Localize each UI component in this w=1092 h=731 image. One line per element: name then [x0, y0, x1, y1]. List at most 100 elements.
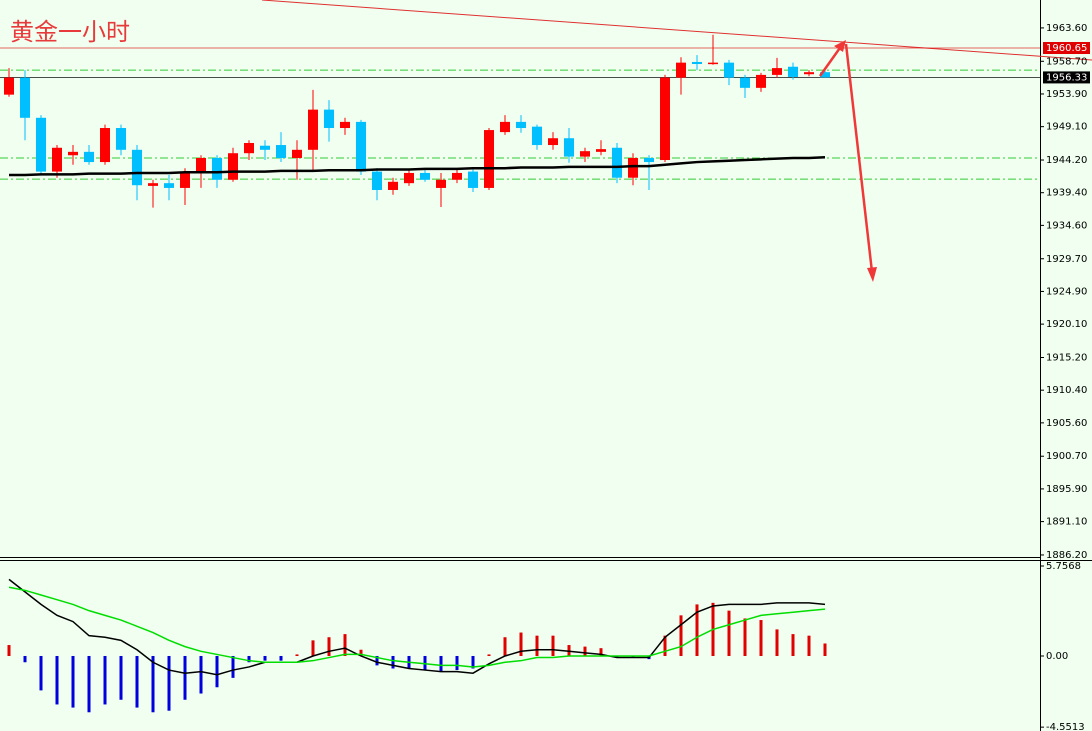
histogram-bar: [743, 618, 747, 656]
price-tag-label: 1960.65: [1046, 43, 1087, 54]
histogram-bar: [471, 655, 475, 669]
histogram-bar: [663, 635, 667, 656]
histogram-bar: [295, 654, 299, 656]
candle-body: [276, 145, 286, 158]
candle-body: [4, 77, 14, 95]
price-tag: [1043, 42, 1090, 55]
arrow: [844, 43, 874, 273]
histogram-bar: [487, 654, 491, 656]
y-tick-label: 1886.20: [1046, 550, 1087, 561]
histogram-bar: [231, 655, 235, 678]
candle-body: [628, 157, 638, 178]
histogram-bar: [583, 646, 587, 656]
histogram-bar: [519, 632, 523, 656]
macd-panel: 5.7568 0.00 -4.5513: [7, 561, 1085, 731]
candle-body: [452, 172, 462, 180]
y-tick-label: 1895.90: [1046, 484, 1087, 495]
candle-body: [52, 147, 62, 172]
candle-body: [500, 121, 510, 133]
histogram-bar: [119, 655, 123, 700]
candle-body: [36, 117, 46, 172]
candle-body: [548, 138, 558, 146]
histogram-bar: [359, 649, 363, 656]
candle-body: [324, 109, 334, 129]
candle-body: [692, 61, 702, 65]
price-tag-label: 1956.33: [1046, 72, 1087, 83]
candle-body: [84, 151, 94, 163]
y-tick-label: 1910.40: [1046, 385, 1087, 396]
histogram-bar: [615, 655, 619, 658]
candle-body: [404, 172, 414, 184]
chart-title: 黄金一小时: [10, 18, 130, 46]
candle-body: [260, 145, 270, 150]
candle-body: [676, 62, 686, 78]
histogram-bar: [39, 655, 43, 691]
candle-body: [644, 157, 654, 163]
histogram-bar: [439, 655, 443, 672]
histogram-bar: [23, 655, 27, 663]
candle-body: [292, 149, 302, 158]
candle-body: [708, 62, 718, 65]
candle-body: [468, 171, 478, 188]
histogram-bar: [103, 655, 107, 705]
candle-body: [724, 62, 734, 78]
candle-body: [436, 179, 446, 188]
histogram-bar: [535, 635, 539, 656]
candle-body: [388, 181, 398, 190]
y-tick-label: 1924.90: [1046, 286, 1087, 297]
histogram-bar: [343, 634, 347, 656]
histogram-bar: [823, 643, 827, 656]
macd-line: [8, 578, 826, 676]
histogram-bar: [55, 655, 59, 705]
y-tick-label: 1915.20: [1046, 352, 1087, 363]
y-tick-label: 1920.10: [1046, 319, 1087, 330]
candle-body: [516, 121, 526, 129]
histogram-bar: [695, 604, 699, 656]
candle-body: [68, 151, 78, 156]
candle-body: [244, 142, 254, 154]
histogram-bar: [247, 655, 251, 663]
histogram-bar: [759, 620, 763, 656]
histogram-bar: [167, 655, 171, 711]
candle-body: [820, 72, 830, 78]
candle-body: [484, 130, 494, 188]
histogram-bar: [727, 610, 731, 656]
histogram-bar: [567, 645, 571, 656]
y-tick-label: 1949.10: [1046, 122, 1087, 133]
trendline: [261, 0, 1092, 61]
histogram-bar: [551, 635, 555, 656]
y-tick-label: 1900.70: [1046, 451, 1087, 462]
arrow: [818, 44, 844, 77]
price-tag: [1043, 71, 1090, 84]
histogram-bar: [151, 655, 155, 713]
candle-body: [228, 153, 238, 180]
y-tick-label: 1891.10: [1046, 517, 1087, 528]
histogram-bar: [375, 655, 379, 666]
y-tick-label: 1934.60: [1046, 220, 1087, 231]
histogram-bar: [631, 655, 635, 658]
candle-body: [580, 151, 590, 157]
y-tick-label: 1958.70: [1046, 56, 1087, 67]
candle-body: [596, 149, 606, 152]
y-tick-label: 1953.90: [1046, 89, 1087, 100]
y-tick-label: 1939.40: [1046, 188, 1087, 199]
candle-body: [20, 77, 30, 118]
candle-body: [532, 126, 542, 146]
histogram-bar: [791, 634, 795, 656]
y-tick-label: 1929.70: [1046, 254, 1087, 265]
candle-body: [420, 172, 430, 180]
candle-body: [212, 157, 222, 180]
candle-body: [660, 77, 670, 161]
candle-body: [372, 171, 382, 190]
histogram-bar: [263, 655, 267, 661]
candle-body: [772, 68, 782, 75]
moving-average: [9, 156, 826, 177]
arrow-head: [834, 40, 846, 52]
histogram-bar: [679, 615, 683, 656]
histogram-bar: [327, 637, 331, 656]
candle-body: [740, 77, 750, 88]
histogram-bar: [215, 655, 219, 688]
